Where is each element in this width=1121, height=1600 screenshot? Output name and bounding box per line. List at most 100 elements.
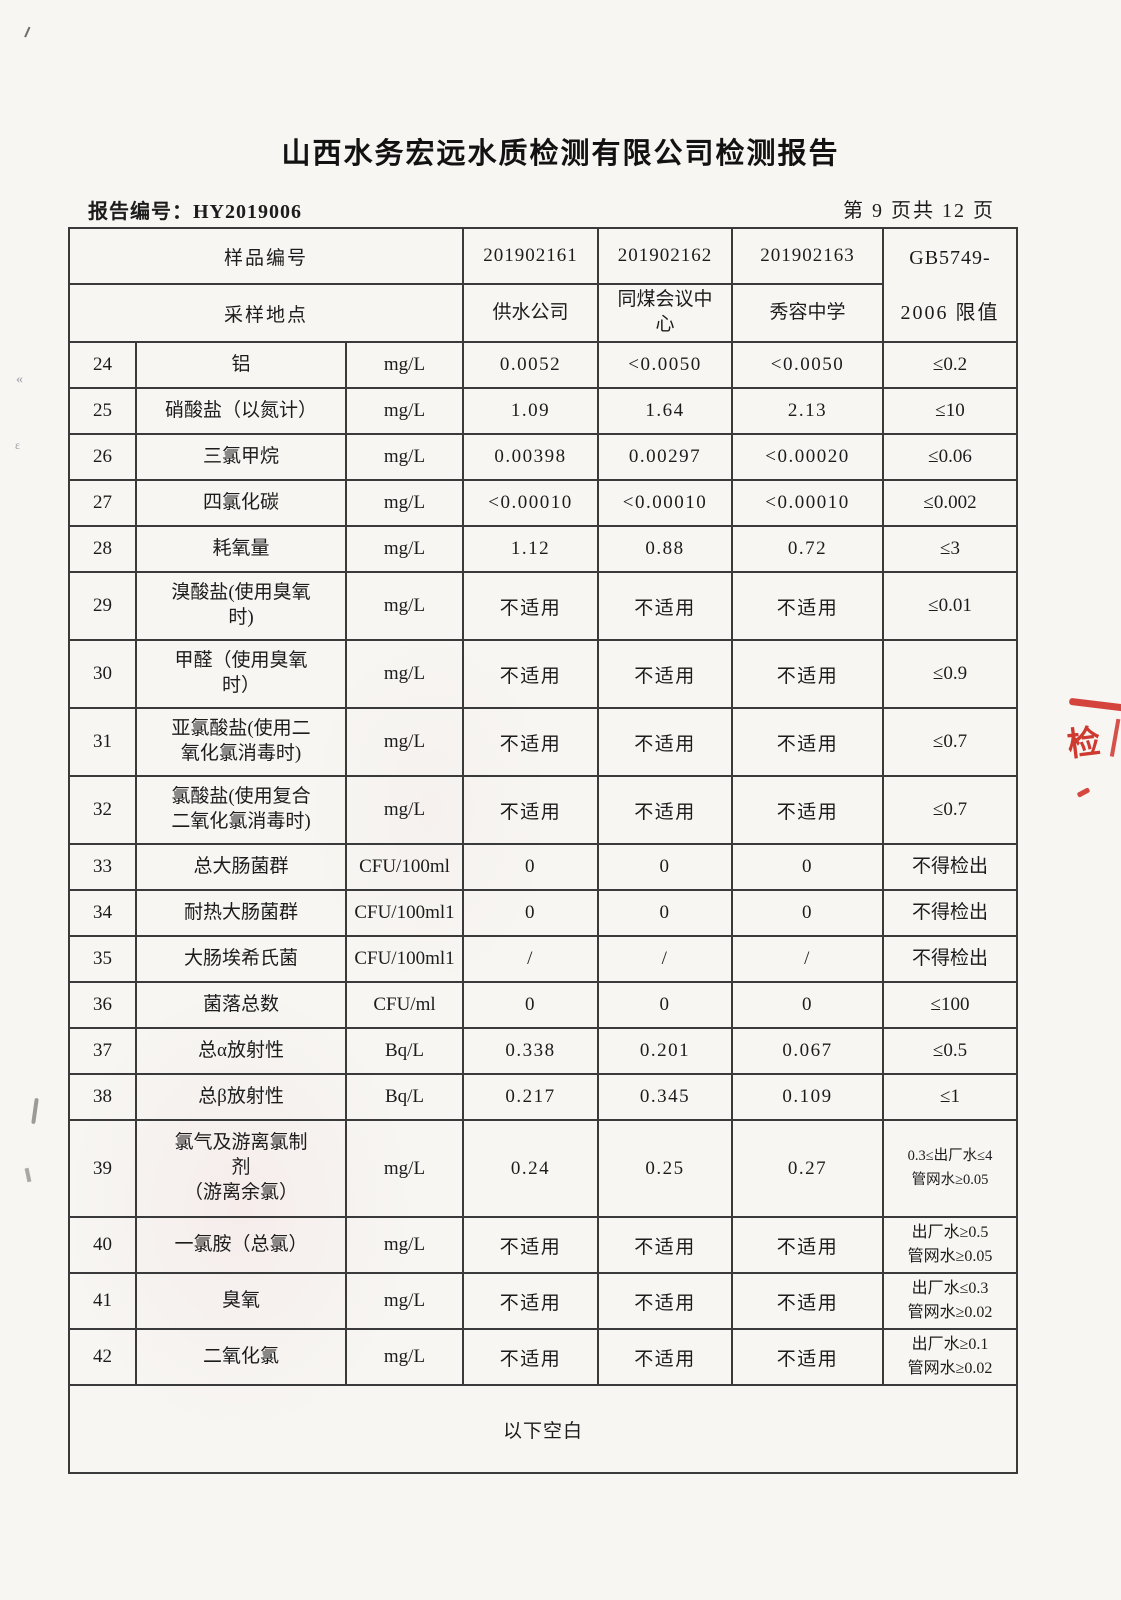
value-cell-sample3: <0.0050 [731, 341, 884, 389]
row-number-cell: 30 [68, 639, 137, 709]
limit-cell: ≤1 [882, 1073, 1018, 1121]
unit-cell: mg/L [345, 387, 464, 435]
unit-cell: mg/L [345, 1119, 464, 1218]
limit-cell: 出厂水≥0.5 管网水≥0.05 [882, 1216, 1018, 1274]
table-row: 28 耗氧量 mg/L 1.12 0.88 0.72 ≤3 [68, 525, 1018, 573]
unit-cell: Bq/L [345, 1073, 464, 1121]
row-number-cell: 36 [68, 981, 137, 1029]
parameter-name-cell: 溴酸盐(使用臭氧 时) [135, 571, 347, 641]
row-number-cell: 34 [68, 889, 137, 937]
stamp-clipped-stroke [1109, 718, 1121, 760]
value-cell-sample1: 不适用 [462, 639, 599, 709]
limit-standard-code: GB5749- [909, 247, 991, 269]
location-2: 同煤会议中 心 [597, 283, 733, 343]
value-cell-sample3: <0.00010 [731, 479, 884, 527]
value-cell-sample3: 不适用 [731, 1328, 884, 1386]
limit-cell: 0.3≤出厂水≤4 管网水≥0.05 [882, 1119, 1018, 1218]
value-cell-sample3: 0.067 [731, 1027, 884, 1075]
row-number-cell: 24 [68, 341, 137, 389]
limit-cell: 不得检出 [882, 935, 1018, 983]
limit-cell: ≤10 [882, 387, 1018, 435]
location-3: 秀容中学 [731, 283, 884, 343]
blank-footer-row: 以下空白 [68, 1384, 1018, 1474]
unit-cell: mg/L [345, 1328, 464, 1386]
row-number-cell: 25 [68, 387, 137, 435]
value-cell-sample1: 不适用 [462, 571, 599, 641]
value-cell-sample2: 不适用 [597, 707, 733, 777]
row-number-cell: 37 [68, 1027, 137, 1075]
value-cell-sample2: 不适用 [597, 775, 733, 845]
table-row: 30 甲醛（使用臭氧 时） mg/L 不适用 不适用 不适用 ≤0.9 [68, 639, 1018, 709]
parameter-name-cell: 三氯甲烷 [135, 433, 347, 481]
value-cell-sample3: / [731, 935, 884, 983]
unit-cell: mg/L [345, 1272, 464, 1330]
table-row: 32 氯酸盐(使用复合 二氧化氯消毒时) mg/L 不适用 不适用 不适用 ≤0.7 [68, 775, 1018, 845]
parameter-name-cell: 一氯胺（总氯） [135, 1216, 347, 1274]
unit-cell: mg/L [345, 571, 464, 641]
table-row: 41 臭氧 mg/L 不适用 不适用 不适用 出厂水≤0.3 管网水≥0.02 [68, 1272, 1018, 1330]
value-cell-sample1: 不适用 [462, 1216, 599, 1274]
limit-cell: 出厂水≤0.3 管网水≥0.02 [882, 1272, 1018, 1330]
sample-id-3: 201902163 [731, 227, 884, 285]
row-number-cell: 28 [68, 525, 137, 573]
sampling-location-label: 采样地点 [68, 283, 464, 343]
limit-cell: ≤0.5 [882, 1027, 1018, 1075]
parameter-name-cell: 氯气及游离氯制 剂 （游离余氯） [135, 1119, 347, 1218]
blank-footer-cell: 以下空白 [68, 1384, 1018, 1474]
report-title: 山西水务宏远水质检测有限公司检测报告 [281, 138, 840, 170]
value-cell-sample1: 1.09 [462, 387, 599, 435]
value-cell-sample1: 不适用 [462, 707, 599, 777]
parameter-name-cell: 二氧化氯 [135, 1328, 347, 1386]
value-cell-sample2: 0.00297 [597, 433, 733, 481]
unit-cell: mg/L [345, 433, 464, 481]
scan-speck [24, 26, 37, 41]
value-cell-sample1: 1.12 [462, 525, 599, 573]
parameter-name-cell: 总β放射性 [135, 1073, 347, 1121]
value-cell-sample2: 0 [597, 981, 733, 1029]
limit-cell: ≤0.9 [882, 639, 1018, 709]
value-cell-sample3: 0 [731, 843, 884, 891]
value-cell-sample1: 0.24 [462, 1119, 599, 1218]
value-cell-sample2: / [597, 935, 733, 983]
parameter-name-cell: 耐热大肠菌群 [135, 889, 347, 937]
value-cell-sample3: 不适用 [731, 639, 884, 709]
value-cell-sample1: <0.00010 [462, 479, 599, 527]
table-row: 35 大肠埃希氏菌 CFU/100ml1// / 不得检出 [68, 935, 1018, 983]
row-number-cell: 26 [68, 433, 137, 481]
value-cell-sample3: 0.109 [731, 1073, 884, 1121]
table-row: 33 总大肠菌群 CFU/100ml 0 0 0 不得检出 [68, 843, 1018, 891]
unit-cell: CFU/ml [345, 981, 464, 1029]
table-row: 25 硝酸盐（以氮计） mg/L 1.09 1.64 2.13 ≤10 [68, 387, 1018, 435]
value-cell-sample2: 不适用 [597, 1328, 733, 1386]
value-cell-sample2: <0.00010 [597, 479, 733, 527]
parameter-name-cell: 臭氧 [135, 1272, 347, 1330]
test-results-table: 样品编号 201902161 201902162 201902163 GB574… [68, 227, 1018, 1474]
parameter-name-cell: 菌落总数 [135, 981, 347, 1029]
unit-cell: CFU/100ml1 [345, 935, 464, 983]
unit-cell: Bq/L [345, 1027, 464, 1075]
parameter-name-cell: 亚氯酸盐(使用二 氧化氯消毒时) [135, 707, 347, 777]
table-row: 27 四氯化碳 mg/L <0.00010 <0.00010 <0.00010 ≤0.002 [68, 479, 1018, 527]
scan-speck [24, 1167, 32, 1183]
table-row: 40 一氯胺（总氯） mg/L 不适用 不适用 不适用 出厂水≥0.5 管网水≥0.05 [68, 1216, 1018, 1274]
stamp-border-arc [1068, 697, 1121, 714]
parameter-name-cell: 氯酸盐(使用复合 二氧化氯消毒时) [135, 775, 347, 845]
row-number-cell: 29 [68, 571, 137, 641]
parameter-name-cell: 总大肠菌群 [135, 843, 347, 891]
unit-cell: mg/L [345, 525, 464, 573]
value-cell-sample1: 0.217 [462, 1073, 599, 1121]
value-cell-sample3: 不适用 [731, 1272, 884, 1330]
value-cell-sample2: 1.64 [597, 387, 733, 435]
sample-id-1: 201902161 [462, 227, 599, 285]
value-cell-sample3: 0.27 [731, 1119, 884, 1218]
limit-standard-label: 2006 限值 [900, 302, 1000, 324]
row-number-cell: 38 [68, 1073, 137, 1121]
table-row: 31 亚氯酸盐(使用二 氧化氯消毒时) mg/L 不适用 不适用 不适用 ≤0.7 [68, 707, 1018, 777]
unit-cell: mg/L [345, 341, 464, 389]
page-indicator: 第 9 页共 12 页 [843, 200, 995, 222]
report-number: 报告编号：HY2019006 [88, 201, 302, 223]
limit-column-header: GB5749- 2006 限值 [882, 227, 1018, 343]
value-cell-sample2: 0.345 [597, 1073, 733, 1121]
value-cell-sample3: 不适用 [731, 571, 884, 641]
